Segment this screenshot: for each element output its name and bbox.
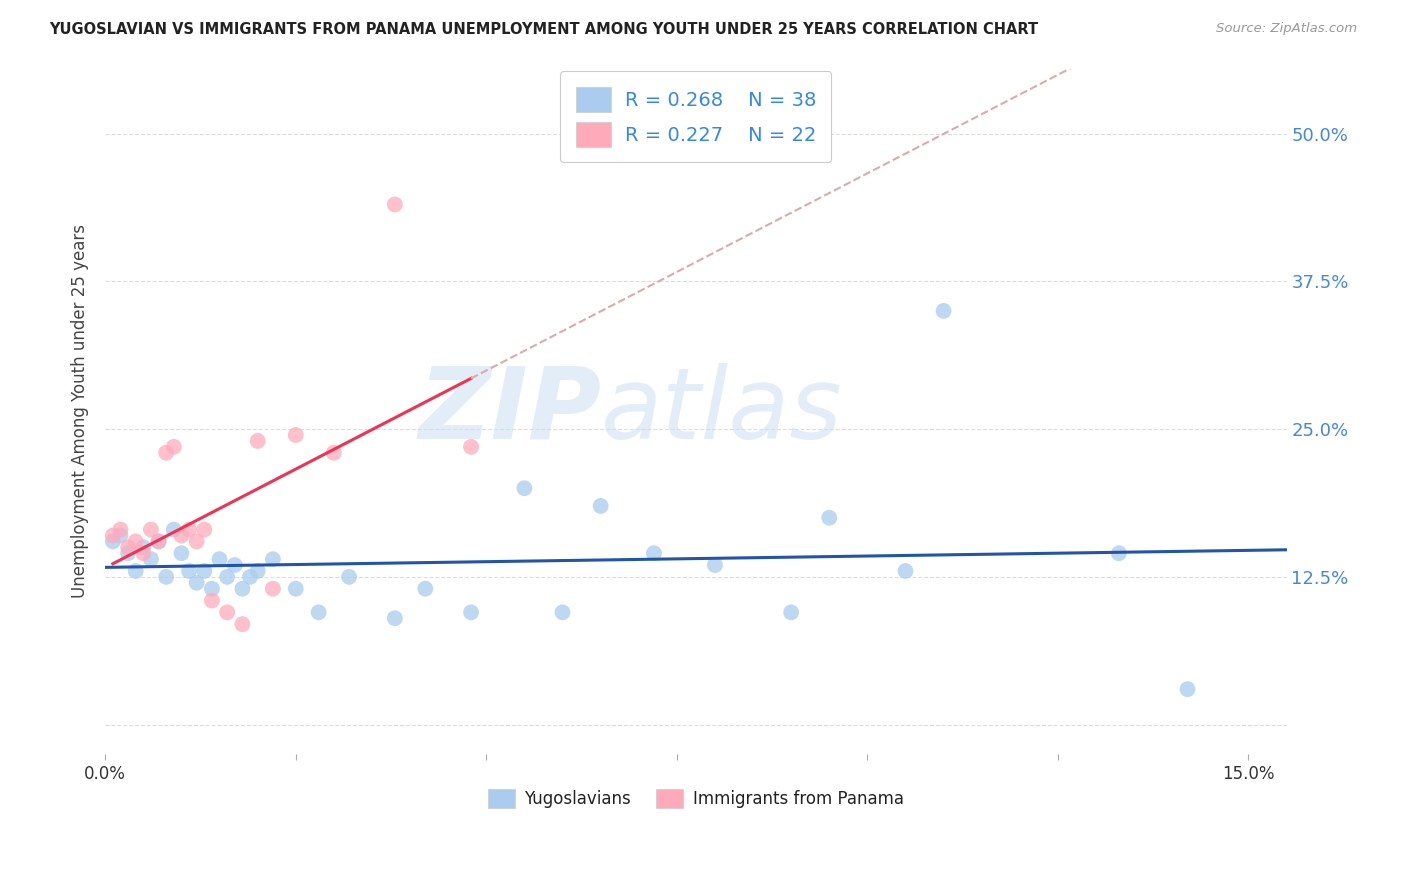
Point (308, 605, 330, 619)
Point (139, 552, 162, 566)
Point (155, 570, 177, 584)
Y-axis label: Unemployment Among Youth under 25 years: Unemployment Among Youth under 25 years (72, 225, 89, 599)
Point (246, 434, 269, 448)
Point (117, 541, 139, 555)
Point (224, 558, 246, 572)
Point (139, 523, 162, 537)
Point (193, 523, 215, 537)
Point (894, 564, 917, 578)
Point (163, 523, 186, 537)
Text: Source: ZipAtlas.com: Source: ZipAtlas.com (1216, 22, 1357, 36)
Point (239, 570, 262, 584)
Point (193, 564, 215, 578)
Point (246, 564, 269, 578)
Point (284, 428, 307, 442)
Text: atlas: atlas (602, 363, 844, 460)
Point (384, 611, 406, 625)
Point (460, 440, 482, 454)
Point (1177, 682, 1199, 697)
Point (322, 446, 344, 460)
Point (177, 523, 200, 537)
Point (101, 528, 124, 542)
Point (148, 534, 170, 549)
Point (186, 575, 208, 590)
Point (101, 534, 124, 549)
Point (170, 546, 193, 560)
Point (186, 534, 208, 549)
Point (110, 528, 132, 542)
Point (262, 582, 284, 596)
Point (1108, 546, 1130, 560)
Point (177, 564, 200, 578)
Point (110, 523, 132, 537)
Point (643, 546, 665, 560)
Point (589, 499, 612, 513)
Point (460, 605, 482, 619)
Point (132, 546, 155, 560)
Point (125, 564, 148, 578)
Point (117, 546, 139, 560)
Point (704, 558, 727, 572)
Point (818, 510, 841, 524)
Point (163, 440, 186, 454)
Point (384, 197, 406, 211)
Point (155, 446, 177, 460)
Point (132, 541, 155, 555)
Point (217, 570, 239, 584)
Point (231, 582, 253, 596)
Point (208, 552, 231, 566)
Point (231, 617, 253, 632)
Point (170, 528, 193, 542)
Text: YUGOSLAVIAN VS IMMIGRANTS FROM PANAMA UNEMPLOYMENT AMONG YOUTH UNDER 25 YEARS CO: YUGOSLAVIAN VS IMMIGRANTS FROM PANAMA UN… (49, 22, 1039, 37)
Point (551, 605, 574, 619)
Point (780, 605, 803, 619)
Point (217, 605, 239, 619)
Point (201, 582, 224, 596)
Point (415, 582, 437, 596)
Point (337, 570, 360, 584)
Point (262, 552, 284, 566)
Point (932, 304, 955, 318)
Point (125, 534, 148, 549)
Point (201, 593, 224, 607)
Point (284, 582, 307, 596)
Legend: Yugoslavians, Immigrants from Panama: Yugoslavians, Immigrants from Panama (481, 782, 911, 814)
Point (148, 534, 170, 549)
Text: ZIP: ZIP (419, 363, 602, 460)
Point (513, 481, 536, 495)
